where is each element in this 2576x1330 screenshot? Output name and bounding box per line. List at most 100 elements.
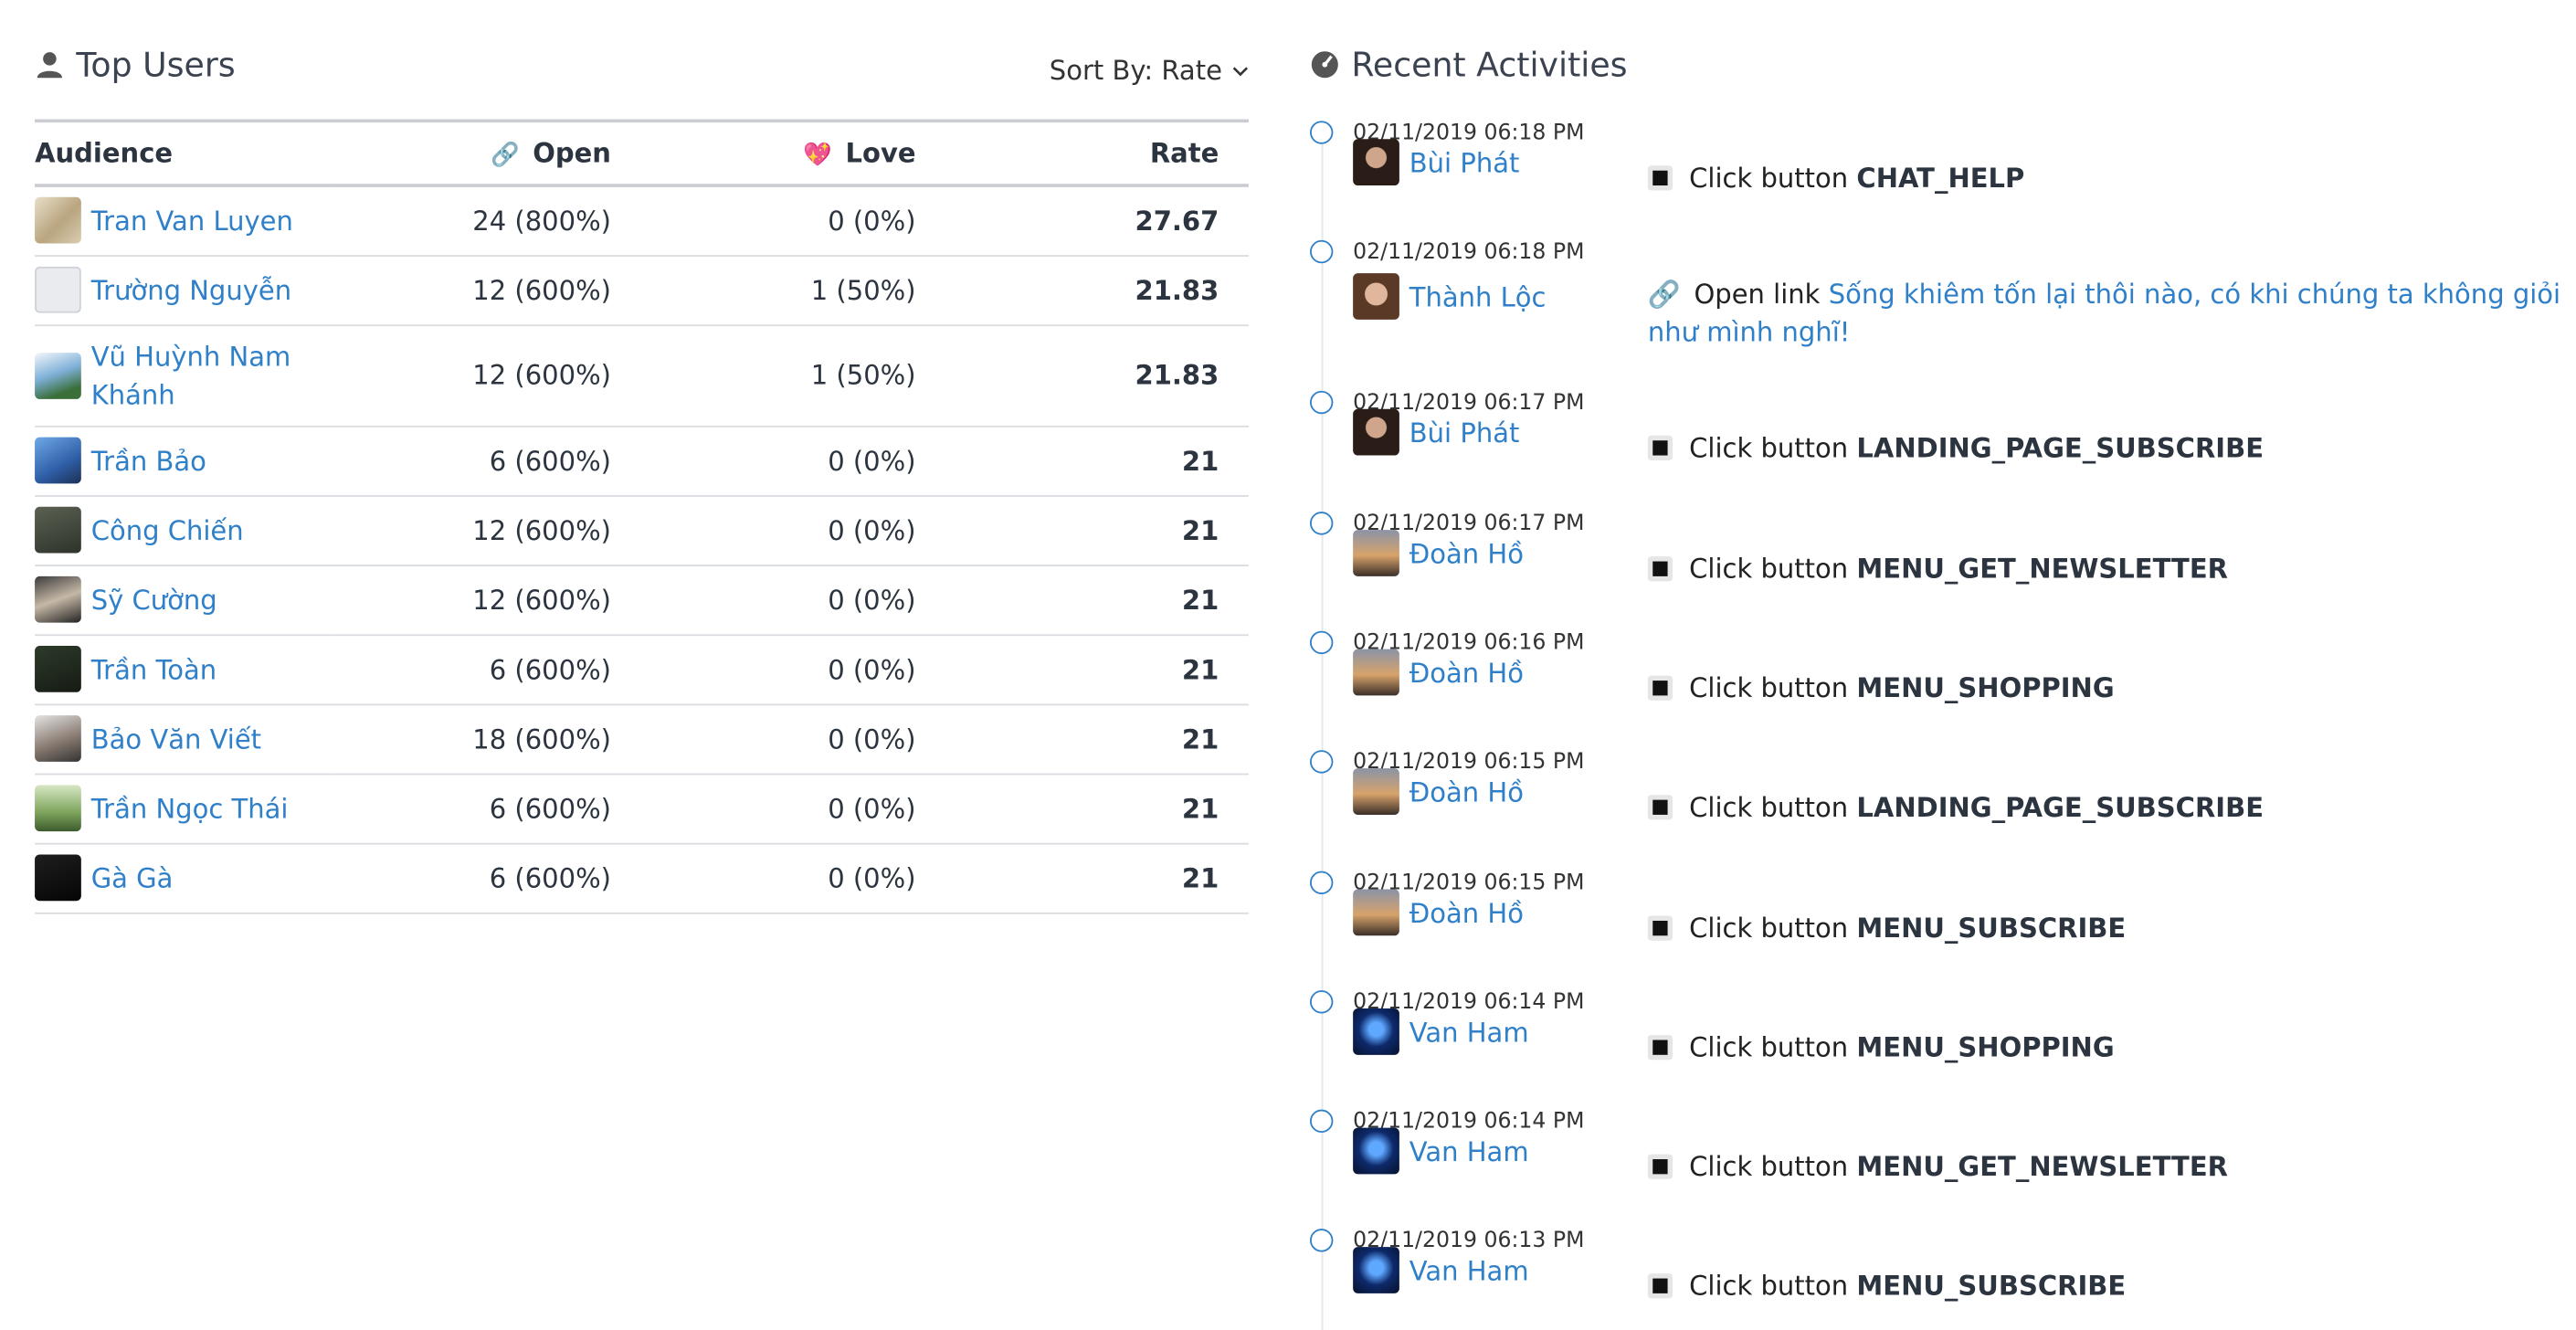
open-cell: 6 (600%) bbox=[333, 773, 611, 844]
sort-dropdown[interactable]: Sort By: Rate bbox=[1050, 55, 1249, 86]
rate-cell: 21 bbox=[915, 565, 1249, 636]
user-name-link[interactable]: Vũ Huỳnh Nam Khánh bbox=[90, 340, 291, 410]
open-cell: 18 (600%) bbox=[333, 703, 611, 775]
recent-activities-title: Recent Activities bbox=[1310, 44, 1628, 85]
chevron-down-icon bbox=[1232, 66, 1249, 76]
user-name-link[interactable]: Trường Nguyễn bbox=[90, 274, 292, 306]
table-row: Công Chiến 12 (600%) 0 (0%) 21 bbox=[35, 495, 1249, 566]
avatar[interactable] bbox=[1353, 1008, 1399, 1055]
activity-description: Click button MENU_SUBSCRIBE bbox=[1647, 1267, 2569, 1305]
activity-user-link[interactable]: Van Ham bbox=[1409, 1135, 1529, 1167]
activity-user-link[interactable]: Đoàn Hồ bbox=[1409, 656, 1524, 689]
activity-user-link[interactable]: Đoàn Hồ bbox=[1409, 776, 1524, 808]
activity-description: Click button MENU_GET_NEWSLETTER bbox=[1647, 550, 2569, 588]
table-row: Trần Ngọc Thái 6 (600%) 0 (0%) 21 bbox=[35, 773, 1249, 844]
activity-user-link[interactable]: Đoàn Hồ bbox=[1409, 537, 1524, 569]
avatar[interactable] bbox=[1353, 273, 1399, 320]
avatar[interactable] bbox=[35, 352, 81, 399]
avatar[interactable] bbox=[1353, 1127, 1399, 1175]
avatar[interactable] bbox=[35, 575, 81, 623]
audience-cell: Gà Gà bbox=[35, 842, 333, 913]
activity-user-link[interactable]: Van Ham bbox=[1409, 1016, 1529, 1048]
top-users-header: Top Users Sort By: Rate bbox=[35, 0, 1249, 123]
user-name-link[interactable]: Tran Van Luyen bbox=[90, 205, 293, 237]
avatar[interactable] bbox=[35, 854, 81, 902]
avatar[interactable] bbox=[1353, 530, 1399, 576]
stop-button-icon bbox=[1647, 1154, 1673, 1179]
table-row: Tran Van Luyen 24 (800%) 0 (0%) 27.67 bbox=[35, 185, 1249, 257]
activity-user-link[interactable]: Đoàn Hồ bbox=[1409, 896, 1524, 929]
activity-link[interactable]: Sống khiêm tốn lại thôi nào, có khi chún… bbox=[1647, 278, 2561, 348]
sort-label: Sort By: Rate bbox=[1049, 54, 1222, 87]
open-cell: 6 (600%) bbox=[333, 842, 611, 913]
love-cell: 0 (0%) bbox=[610, 773, 916, 844]
avatar[interactable] bbox=[1353, 649, 1399, 696]
activity-user-link[interactable]: Van Ham bbox=[1409, 1254, 1529, 1286]
avatar[interactable] bbox=[1353, 139, 1399, 186]
open-cell: 12 (600%) bbox=[333, 495, 611, 566]
rate-cell: 27.67 bbox=[915, 185, 1249, 257]
activity-timestamp: 02/11/2019 06:18 PM bbox=[1353, 239, 1585, 266]
avatar[interactable] bbox=[35, 506, 81, 554]
avatar[interactable] bbox=[1353, 1247, 1399, 1293]
table-row: Vũ Huỳnh Nam Khánh 12 (600%) 1 (50%) 21.… bbox=[35, 324, 1249, 427]
activity-user: Bùi Phát bbox=[1353, 408, 1520, 456]
avatar[interactable] bbox=[35, 437, 81, 484]
activity-action: Open link bbox=[1694, 278, 1821, 311]
activity-user-link[interactable]: Bùi Phát bbox=[1409, 416, 1520, 449]
timeline-dot bbox=[1310, 1229, 1334, 1252]
user-name-link[interactable]: Gà Gà bbox=[90, 861, 174, 894]
activity-user: Bùi Phát bbox=[1353, 139, 1520, 186]
top-users-title: Top Users bbox=[35, 45, 236, 84]
audience-cell: Bảo Văn Viết bbox=[35, 703, 333, 775]
activity-action: Click button bbox=[1689, 162, 1849, 195]
activity-target: MENU_SUBSCRIBE bbox=[1856, 1270, 2127, 1302]
top-users-panel: Top Users Sort By: Rate Audience 🔗 Open 💖… bbox=[35, 0, 1249, 913]
activity-action: Click button bbox=[1689, 553, 1849, 585]
col-love[interactable]: 💖 Love bbox=[610, 122, 916, 187]
user-name-link[interactable]: Bảo Văn Viết bbox=[90, 723, 262, 755]
activity-description: Click button MENU_SUBSCRIBE bbox=[1647, 909, 2569, 947]
activity-action: Click button bbox=[1689, 672, 1849, 704]
user-name-link[interactable]: Sỹ Cường bbox=[90, 584, 217, 616]
avatar[interactable] bbox=[35, 266, 81, 313]
col-open[interactable]: 🔗 Open bbox=[333, 122, 611, 187]
audience-cell: Trần Ngọc Thái bbox=[35, 773, 333, 844]
activity-user-link[interactable]: Bùi Phát bbox=[1409, 146, 1520, 178]
avatar[interactable] bbox=[1353, 408, 1399, 456]
timeline-dot bbox=[1310, 512, 1334, 535]
user-name-link[interactable]: Trần Toàn bbox=[90, 653, 217, 685]
avatar[interactable] bbox=[35, 646, 81, 692]
activity-description: 🔗 Open link Sống khiêm tốn lại thôi nào, … bbox=[1648, 275, 2569, 351]
avatar[interactable] bbox=[1353, 889, 1399, 936]
activity-user-link[interactable]: Thành Lộc bbox=[1409, 280, 1547, 312]
stop-button-icon bbox=[1647, 795, 1673, 820]
avatar[interactable] bbox=[35, 715, 81, 762]
activity-user: Van Ham bbox=[1353, 1127, 1529, 1175]
col-rate[interactable]: Rate bbox=[915, 122, 1249, 187]
activity-action: Click button bbox=[1689, 1270, 1849, 1302]
user-icon bbox=[37, 52, 62, 79]
user-name-link[interactable]: Trần Bảo bbox=[90, 444, 206, 477]
table-row: Trường Nguyễn 12 (600%) 1 (50%) 21.83 bbox=[35, 255, 1249, 326]
user-name-link[interactable]: Trần Ngọc Thái bbox=[90, 792, 289, 824]
link-icon: 🔗 bbox=[1647, 278, 1681, 311]
rate-cell: 21 bbox=[915, 495, 1249, 566]
audience-cell: Công Chiến bbox=[35, 495, 333, 566]
love-cell: 0 (0%) bbox=[610, 495, 916, 566]
avatar[interactable] bbox=[35, 197, 81, 244]
activity-action: Click button bbox=[1689, 432, 1849, 464]
activity-description: Click button LANDING_PAGE_SUBSCRIBE bbox=[1647, 788, 2569, 827]
activity-user: Đoàn Hồ bbox=[1353, 649, 1524, 696]
open-cell: 6 (600%) bbox=[333, 634, 611, 705]
recent-activities-title-text: Recent Activities bbox=[1351, 44, 1628, 85]
stop-button-icon bbox=[1647, 556, 1673, 582]
avatar[interactable] bbox=[35, 785, 81, 832]
table-row: Trần Toàn 6 (600%) 0 (0%) 21 bbox=[35, 634, 1249, 705]
avatar[interactable] bbox=[1353, 768, 1399, 815]
timeline-dot bbox=[1310, 871, 1334, 894]
activity-description: Click button LANDING_PAGE_SUBSCRIBE bbox=[1647, 429, 2569, 468]
col-audience[interactable]: Audience bbox=[35, 122, 333, 187]
activity-target: MENU_SHOPPING bbox=[1856, 672, 2115, 704]
user-name-link[interactable]: Công Chiến bbox=[90, 513, 244, 546]
